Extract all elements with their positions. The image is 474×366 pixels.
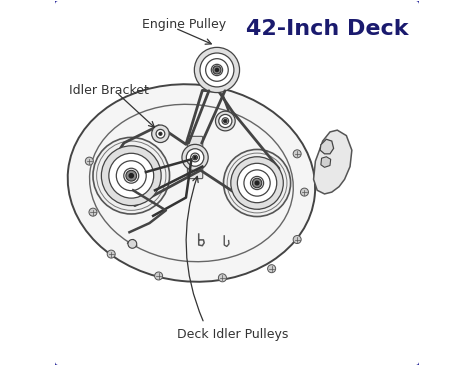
Polygon shape: [314, 130, 352, 194]
Circle shape: [237, 163, 277, 203]
Circle shape: [152, 125, 169, 142]
Ellipse shape: [68, 84, 315, 282]
Polygon shape: [320, 139, 334, 154]
Circle shape: [116, 161, 146, 191]
Text: Deck Idler Pulleys: Deck Idler Pulleys: [177, 328, 288, 341]
FancyBboxPatch shape: [187, 136, 203, 179]
Circle shape: [211, 64, 223, 76]
Circle shape: [255, 181, 259, 185]
Circle shape: [101, 146, 161, 206]
Circle shape: [216, 111, 235, 131]
Circle shape: [129, 173, 133, 178]
Circle shape: [126, 170, 137, 181]
Text: Idler Bracket: Idler Bracket: [69, 83, 149, 97]
Circle shape: [206, 59, 228, 81]
Circle shape: [301, 188, 309, 196]
Circle shape: [155, 272, 163, 280]
Circle shape: [215, 68, 219, 71]
Circle shape: [156, 130, 165, 138]
Circle shape: [194, 47, 239, 93]
Circle shape: [93, 137, 170, 214]
Circle shape: [191, 153, 200, 162]
Circle shape: [225, 120, 226, 122]
Circle shape: [182, 144, 208, 171]
Circle shape: [244, 170, 270, 196]
Circle shape: [224, 119, 227, 123]
Circle shape: [252, 178, 262, 188]
Circle shape: [85, 157, 93, 165]
Circle shape: [159, 132, 162, 135]
Circle shape: [224, 149, 291, 217]
Circle shape: [219, 274, 227, 282]
Circle shape: [193, 155, 198, 160]
Circle shape: [268, 265, 276, 273]
Circle shape: [231, 157, 283, 209]
Text: Engine Pulley: Engine Pulley: [142, 18, 226, 31]
Circle shape: [219, 115, 232, 128]
Circle shape: [107, 250, 115, 258]
Circle shape: [109, 153, 154, 198]
Circle shape: [250, 176, 264, 190]
FancyBboxPatch shape: [53, 0, 421, 366]
Circle shape: [293, 150, 301, 158]
Circle shape: [186, 149, 204, 166]
Circle shape: [213, 66, 221, 74]
Circle shape: [200, 53, 234, 87]
Circle shape: [128, 239, 137, 248]
Circle shape: [222, 118, 228, 124]
Circle shape: [124, 168, 139, 183]
Polygon shape: [321, 157, 331, 167]
Circle shape: [89, 208, 97, 216]
Circle shape: [293, 235, 301, 243]
Circle shape: [160, 133, 161, 134]
Text: 42-Inch Deck: 42-Inch Deck: [246, 19, 409, 39]
Circle shape: [194, 157, 196, 158]
